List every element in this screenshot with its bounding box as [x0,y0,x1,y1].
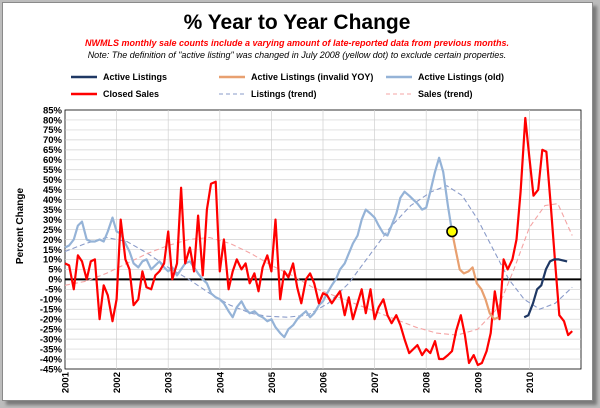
y-tick-label: 30% [43,215,63,226]
series-line-listings-trend [64,185,573,318]
series-line-active-listings-old [64,156,454,339]
x-tick-label: 2006 [319,372,330,393]
highlight-point [446,225,458,238]
x-tick-label: 2005 [267,371,278,393]
x-tick-label: 2008 [422,372,433,393]
chart-definition-note: Note: The definition of "active listing"… [88,50,507,60]
y-tick-label: -15% [40,305,63,316]
x-tick-label: 2004 [215,371,226,393]
x-tick-label: 2002 [112,372,123,393]
y-tick-label: 10% [43,255,63,266]
chart-frame: % Year to Year Change NWMLS monthly sale… [2,2,593,401]
y-tick-label: 5% [48,265,62,276]
y-tick-label: 70% [43,135,63,146]
x-tick-label: 2001 [61,371,72,393]
y-tick-label: 40% [43,195,63,206]
legend-label: Active Listings (old) [418,72,504,82]
y-tick-label: 45% [43,185,63,196]
legend: Active Listings Active Listings (invalid … [71,72,504,99]
y-tick-label: -45% [40,364,63,375]
y-tick-label: -30% [40,334,63,345]
y-tick-label: -40% [40,354,63,365]
series-line-closed-sales [64,116,573,367]
series-line-sales-trend [64,203,573,336]
legend-label: Active Listings (invalid YOY) [251,72,373,82]
y-tick-label: -35% [40,344,63,355]
y-tick-label: 25% [43,225,63,236]
chart-subtitle-note: NWMLS monthly sale counts include a vary… [85,38,509,48]
y-tick-label: 15% [43,245,63,256]
y-tick-label: -20% [40,314,63,325]
chart-title: % Year to Year Change [184,11,411,34]
series-line-active-listings [523,258,568,319]
y-tick-label: 55% [43,165,63,176]
plot-area: 85%80%75%70%65%60%55%50%45%40%35%30%25%2… [40,105,582,393]
y-tick-label: 50% [43,175,63,186]
legend-label: Sales (trend) [418,89,473,99]
x-tick-label: 2003 [164,372,175,393]
y-tick-label: 85% [43,105,63,116]
y-tick-label: 75% [43,125,63,136]
y-tick-label: 65% [43,145,63,156]
y-tick-label: -10% [40,295,63,306]
y-axis-label: Percent Change [15,187,26,264]
y-tick-label: 35% [43,205,63,216]
x-tick-label: 2010 [525,372,536,393]
x-tick-label: 2009 [473,372,484,393]
legend-label: Listings (trend) [251,89,317,99]
y-tick-label: -25% [40,324,63,335]
y-tick-label: 0% [48,275,62,286]
y-tick-label: 20% [43,235,63,246]
x-tick-label: 2007 [370,372,381,393]
legend-label: Active Listings [103,72,167,82]
y-tick-label: 60% [43,155,63,166]
legend-label: Closed Sales [103,89,159,99]
chart: % Year to Year Change NWMLS monthly sale… [15,11,582,393]
series-line-active-listings-invalid-yoy [450,231,499,321]
y-tick-label: 80% [43,115,63,126]
y-tick-label: -5% [45,285,62,296]
